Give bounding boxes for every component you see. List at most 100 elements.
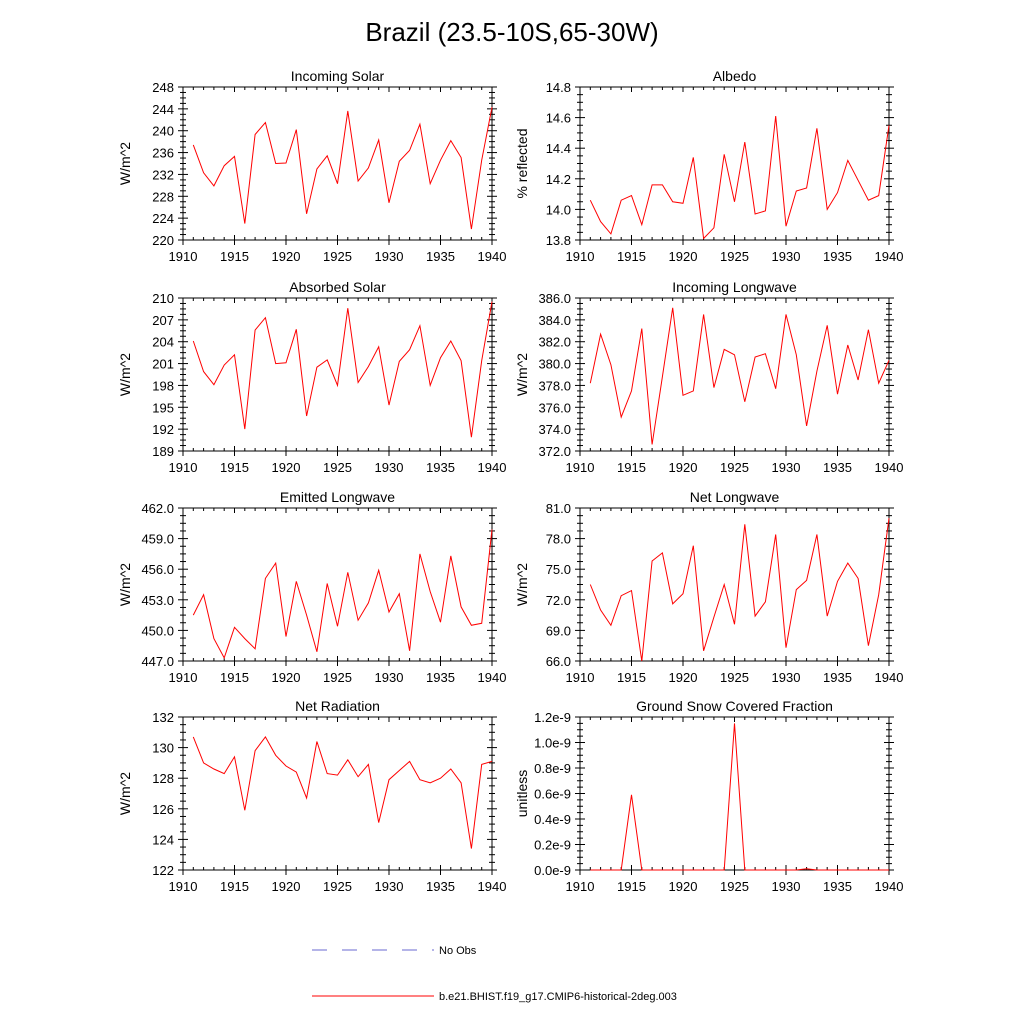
series-line-net-radiation	[192, 735, 493, 849]
y-tick-label: 240	[152, 124, 174, 139]
series-line-emitted-longwave	[192, 529, 493, 660]
y-tick-label: 248	[152, 80, 174, 95]
y-tick-label: 201	[152, 357, 174, 372]
panel-title: Albedo	[713, 68, 757, 84]
x-tick-label: 1910	[566, 249, 595, 264]
x-tick-label: 1930	[772, 460, 801, 475]
x-tick-label: 1925	[720, 460, 749, 475]
y-tick-label: 14.8	[546, 80, 571, 95]
x-tick-label: 1910	[169, 879, 198, 894]
y-axis-label: W/m^2	[117, 353, 133, 396]
x-tick-label: 1920	[669, 670, 698, 685]
x-tick-label: 1925	[720, 670, 749, 685]
y-axis-label: W/m^2	[514, 353, 530, 396]
panel-albedo: Albedo % reflected 1910 1915 1920 1925 1930 193…	[514, 68, 903, 264]
panel-emitted-longwave: Emitted Longwave W/m^2 1910 1915 1920 1925 193…	[117, 489, 506, 685]
y-tick-label: 81.0	[546, 501, 571, 516]
panel-title: Incoming Solar	[291, 68, 385, 84]
y-axis-label: W/m^2	[117, 563, 133, 606]
x-tick-label: 1910	[566, 879, 595, 894]
legend-no-obs-label: No Obs	[439, 945, 477, 957]
panel-absorbed-solar: Absorbed Solar W/m^2 1910 1915 1920 1925 1930 1…	[117, 279, 506, 475]
x-tick-label: 1930	[772, 879, 801, 894]
y-tick-label: 1.0e-9	[534, 736, 571, 751]
y-tick-label: 122	[152, 863, 174, 878]
y-tick-label: 462.0	[141, 501, 174, 516]
y-tick-label: 447.0	[141, 654, 174, 669]
y-tick-label: 459.0	[141, 532, 174, 547]
y-axis-label: W/m^2	[117, 772, 133, 815]
x-tick-label: 1940	[875, 670, 904, 685]
y-tick-label: 189	[152, 444, 174, 459]
x-tick-label: 1925	[720, 249, 749, 264]
y-tick-label: 72.0	[546, 593, 571, 608]
y-tick-label: 0.2e-9	[534, 838, 571, 853]
series-line-incoming-longwave	[589, 307, 890, 445]
y-tick-label: 78.0	[546, 532, 571, 547]
panel-title: Net Longwave	[690, 489, 780, 505]
x-tick-label: 1930	[772, 249, 801, 264]
x-tick-label: 1915	[617, 879, 646, 894]
panel-title: Incoming Longwave	[672, 279, 797, 295]
x-tick-label: 1930	[375, 670, 404, 685]
y-tick-label: 450.0	[141, 623, 174, 638]
panel-title: Net Radiation	[295, 698, 380, 714]
legend: No Obs b.e21.BHIST.f19_g17.CMIP6-histori…	[312, 945, 677, 1003]
y-axis-label: unitless	[514, 770, 530, 817]
y-tick-label: 386.0	[538, 291, 571, 306]
x-tick-label: 1940	[875, 460, 904, 475]
x-tick-label: 1935	[426, 879, 455, 894]
plot-frame	[182, 297, 493, 452]
y-tick-label: 14.2	[546, 172, 571, 187]
plot-frame	[579, 297, 890, 452]
x-tick-label: 1910	[566, 460, 595, 475]
x-tick-label: 1935	[426, 460, 455, 475]
x-tick-label: 1910	[169, 249, 198, 264]
series-line-ground-snow-covered-fraction	[590, 723, 889, 871]
y-tick-label: 232	[152, 167, 174, 182]
y-tick-label: 456.0	[141, 562, 174, 577]
y-axis-label: % reflected	[514, 128, 530, 198]
plot-frame	[579, 716, 890, 871]
y-tick-label: 130	[152, 741, 174, 756]
y-tick-label: 1.2e-9	[534, 710, 571, 725]
x-tick-label: 1940	[875, 249, 904, 264]
x-tick-label: 1930	[375, 879, 404, 894]
x-tick-label: 1935	[823, 249, 852, 264]
y-tick-label: 66.0	[546, 654, 571, 669]
y-tick-label: 14.6	[546, 111, 571, 126]
x-tick-label: 1940	[478, 249, 507, 264]
y-tick-label: 126	[152, 802, 174, 817]
plot-frame	[182, 86, 493, 241]
y-tick-label: 69.0	[546, 623, 571, 638]
plot-frame	[579, 507, 890, 662]
x-tick-label: 1915	[220, 460, 249, 475]
y-tick-label: 224	[152, 211, 174, 226]
series-line-albedo	[589, 116, 890, 240]
y-tick-label: 382.0	[538, 335, 571, 350]
x-tick-label: 1940	[478, 670, 507, 685]
y-tick-label: 192	[152, 422, 174, 437]
x-tick-label: 1910	[169, 670, 198, 685]
x-tick-label: 1925	[323, 249, 352, 264]
panel-net-longwave: Net Longwave W/m^2 1910 1915 1920 1925 1930 193…	[514, 489, 903, 685]
y-tick-label: 384.0	[538, 313, 571, 328]
x-tick-label: 1915	[220, 249, 249, 264]
x-tick-label: 1915	[617, 249, 646, 264]
y-tick-label: 0.8e-9	[534, 761, 571, 776]
panels: Incoming Solar W/m^2 1910 1915 1920 1925 1930 1…	[117, 68, 903, 894]
x-tick-label: 1940	[478, 879, 507, 894]
figure-title: Brazil (23.5-10S,65-30W)	[365, 17, 658, 47]
series-line-incoming-solar	[192, 107, 493, 230]
x-tick-label: 1920	[669, 879, 698, 894]
x-tick-label: 1935	[823, 670, 852, 685]
y-tick-label: 228	[152, 189, 174, 204]
x-tick-label: 1940	[875, 879, 904, 894]
y-axis-label: W/m^2	[117, 142, 133, 185]
x-tick-label: 1935	[426, 670, 455, 685]
x-tick-label: 1910	[566, 670, 595, 685]
y-tick-label: 128	[152, 771, 174, 786]
series-line-absorbed-solar	[192, 301, 493, 438]
x-tick-label: 1920	[669, 460, 698, 475]
y-tick-label: 75.0	[546, 562, 571, 577]
